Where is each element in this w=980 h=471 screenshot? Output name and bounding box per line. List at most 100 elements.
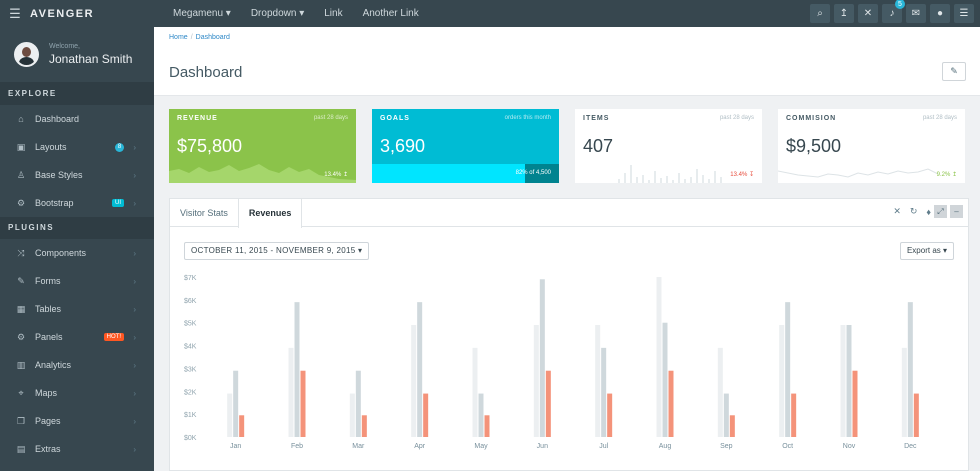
x-tick-label: Jan: [230, 443, 241, 450]
chart-bar[interactable]: [785, 302, 791, 437]
tile-subtitle: past 28 days: [922, 115, 957, 121]
chart-bar[interactable]: [907, 302, 913, 437]
chart-bar[interactable]: [840, 325, 846, 437]
sidebar-item-base-styles[interactable]: ♙ Base Styles ›: [0, 161, 154, 189]
chart-bar[interactable]: [595, 325, 601, 437]
sidebar-item-maps[interactable]: ⌖ Maps ›: [0, 379, 154, 407]
sidebar-item-pages[interactable]: ❐ Pages ›: [0, 407, 154, 435]
breadcrumb-dashboard[interactable]: Dashboard: [195, 34, 230, 41]
chart-bar[interactable]: [662, 322, 668, 437]
mail-icon[interactable]: ✉: [906, 4, 926, 23]
bell-icon[interactable]: ♪ 5: [882, 0, 905, 23]
sidebar-item-components[interactable]: ⤨ Components ›: [0, 239, 154, 267]
avatar[interactable]: [14, 42, 39, 67]
chart-bar[interactable]: [607, 393, 613, 437]
chart-bar[interactable]: [533, 325, 539, 437]
sidebar-item-analytics[interactable]: ▥ Analytics ›: [0, 351, 154, 379]
chart-bar[interactable]: [539, 279, 545, 437]
tile-revenue[interactable]: REVENUE past 28 days $75,800 13.4% ↥: [169, 109, 356, 183]
chart-bar[interactable]: [779, 325, 785, 437]
sidebar-item-extras[interactable]: ▤ Extras ›: [0, 435, 154, 463]
chart-bar[interactable]: [545, 370, 551, 437]
search-icon[interactable]: ⌕: [810, 4, 830, 23]
date-range-picker[interactable]: OCTOBER 11, 2015 - NOVEMBER 9, 2015 ▾: [184, 242, 370, 260]
chart-bar[interactable]: [300, 370, 306, 437]
nav-link[interactable]: Link: [324, 8, 343, 19]
chart-bar[interactable]: [423, 393, 429, 437]
tile-items[interactable]: ITEMS past 28 days 407 13.4% ↧: [575, 109, 762, 183]
chevron-right-icon: ›: [133, 416, 136, 426]
sidebar-item-tables[interactable]: ▦ Tables ›: [0, 295, 154, 323]
chart-bar[interactable]: [294, 302, 300, 437]
chart-bar[interactable]: [846, 325, 852, 437]
tab-revenues[interactable]: Revenues: [237, 199, 303, 228]
refresh-icon[interactable]: ↻: [909, 206, 918, 216]
chart-bar[interactable]: [227, 393, 233, 437]
tile-goals[interactable]: GOALS orders this month 3,690 82% of 4,5…: [372, 109, 559, 183]
chart-bar[interactable]: [288, 347, 294, 437]
sidebar-item-forms[interactable]: ✎ Forms ›: [0, 267, 154, 295]
chart-bar[interactable]: [411, 325, 417, 437]
tile-value: 407: [583, 136, 614, 156]
sidebar-item-layouts[interactable]: ▣ Layouts 8 ›: [0, 133, 154, 161]
collapse-icon[interactable]: –: [950, 205, 963, 218]
chart-bar[interactable]: [852, 370, 858, 437]
chevron-right-icon: ›: [133, 142, 136, 152]
y-tick-label: $1K: [184, 412, 197, 419]
page-title: Dashboard: [169, 64, 243, 81]
chart-bar[interactable]: [417, 302, 423, 437]
menu-icon[interactable]: ☰: [954, 4, 974, 23]
nav-megamenu[interactable]: Megamenu ▾: [173, 8, 231, 19]
top-nav: Megamenu ▾ Dropdown ▾ Link Another Link: [163, 0, 429, 27]
chart-bar[interactable]: [472, 347, 478, 437]
y-tick-label: $3K: [184, 366, 197, 373]
wrench-icon[interactable]: ✎: [942, 62, 966, 81]
chevron-right-icon: ›: [133, 444, 136, 454]
revenue-sparkline: [169, 164, 356, 183]
brand-logo[interactable]: AVENGER: [30, 7, 95, 20]
sidebar-item-bootstrap[interactable]: ⚙ Bootstrap UI ›: [0, 189, 154, 217]
chart-bar[interactable]: [355, 370, 361, 437]
chart-bar[interactable]: [791, 393, 797, 437]
nav-another-link[interactable]: Another Link: [362, 8, 419, 19]
menu-toggle-icon[interactable]: ☰: [9, 5, 21, 21]
extras-icon: ▤: [16, 443, 26, 454]
color-icon[interactable]: ♦: [926, 206, 931, 217]
chart-bar[interactable]: [656, 277, 662, 437]
tile-commission[interactable]: COMMISION past 28 days $9,500 9.2% ↥: [778, 109, 965, 183]
chart-bar[interactable]: [901, 347, 907, 437]
export-button[interactable]: Export as ▾: [899, 242, 954, 260]
pencil-icon: ✎: [17, 275, 25, 286]
breadcrumb-home[interactable]: Home: [169, 34, 188, 41]
chart-bar[interactable]: [239, 415, 245, 437]
chart-bar[interactable]: [233, 370, 239, 437]
sidebar-item-dashboard[interactable]: ⌂ Dashboard: [0, 105, 154, 133]
x-tick-label: Apr: [414, 443, 426, 450]
expand-icon[interactable]: ✕: [858, 4, 878, 23]
tile-subtitle: orders this month: [504, 115, 551, 121]
sidebar-item-panels[interactable]: ⚙ Panels HOT! ›: [0, 323, 154, 351]
chevron-right-icon: ›: [133, 276, 136, 286]
tile-title: ITEMS: [583, 115, 610, 122]
user-icon[interactable]: ●: [930, 4, 950, 23]
chart-bar[interactable]: [913, 393, 919, 437]
chart-bar[interactable]: [484, 415, 490, 437]
chart-bar[interactable]: [361, 415, 367, 437]
chart-bar[interactable]: [601, 347, 607, 437]
chart-bar[interactable]: [349, 393, 355, 437]
chart-bar[interactable]: [668, 370, 674, 437]
chart-bar[interactable]: [723, 393, 729, 437]
x-tick-label: Aug: [659, 443, 672, 450]
user-profile[interactable]: Welcome, Jonathan Smith: [0, 27, 154, 83]
user-name: Jonathan Smith: [49, 52, 133, 66]
chart-bar[interactable]: [478, 393, 484, 437]
y-tick-label: $7K: [184, 275, 197, 282]
chart-bar[interactable]: [729, 415, 735, 437]
arrow-icon[interactable]: ↥: [834, 4, 854, 23]
chart-bar[interactable]: [717, 347, 723, 437]
expand-icon[interactable]: ⤢: [934, 205, 947, 218]
close-icon[interactable]: ✕: [893, 206, 901, 216]
nav-dropdown[interactable]: Dropdown ▾: [250, 8, 305, 19]
tab-visitor-stats[interactable]: Visitor Stats: [180, 208, 228, 218]
tile-subtitle: past 28 days: [719, 115, 754, 121]
